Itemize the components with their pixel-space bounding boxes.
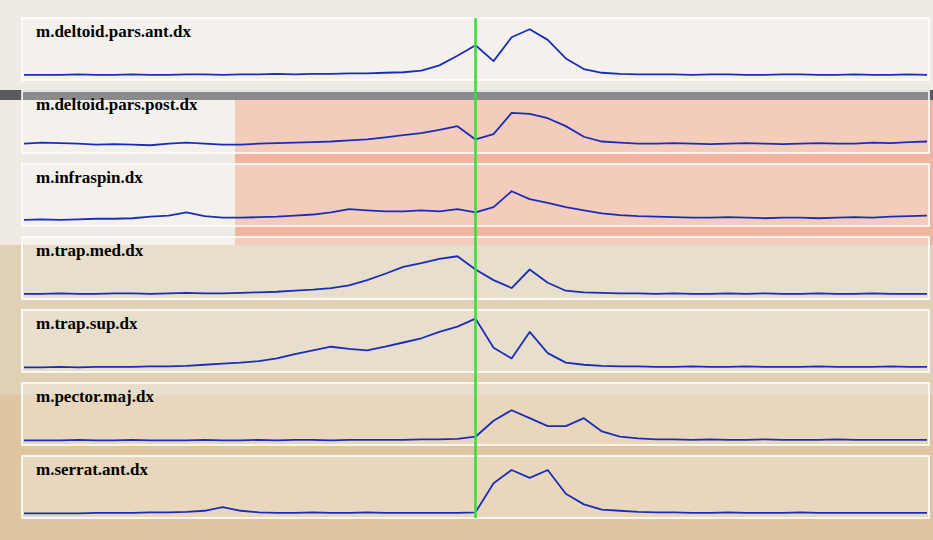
- panel-label: m.serrat.ant.dx: [36, 460, 148, 479]
- wall: [0, 0, 933, 540]
- panel-label: m.infraspin.dx: [36, 168, 143, 187]
- panel-label: m.pector.maj.dx: [36, 387, 154, 406]
- background: [0, 0, 933, 540]
- panel-label: m.trap.med.dx: [36, 241, 144, 260]
- chart: m.deltoid.pars.ant.dx m.deltoid.pars.post…: [0, 0, 933, 540]
- event-line: [474, 18, 477, 518]
- event-group: [475, 18, 476, 518]
- panel-label: m.trap.sup.dx: [36, 314, 138, 333]
- panel-label: m.deltoid.pars.post.dx: [36, 95, 198, 114]
- panel-label: m.deltoid.pars.ant.dx: [36, 22, 191, 41]
